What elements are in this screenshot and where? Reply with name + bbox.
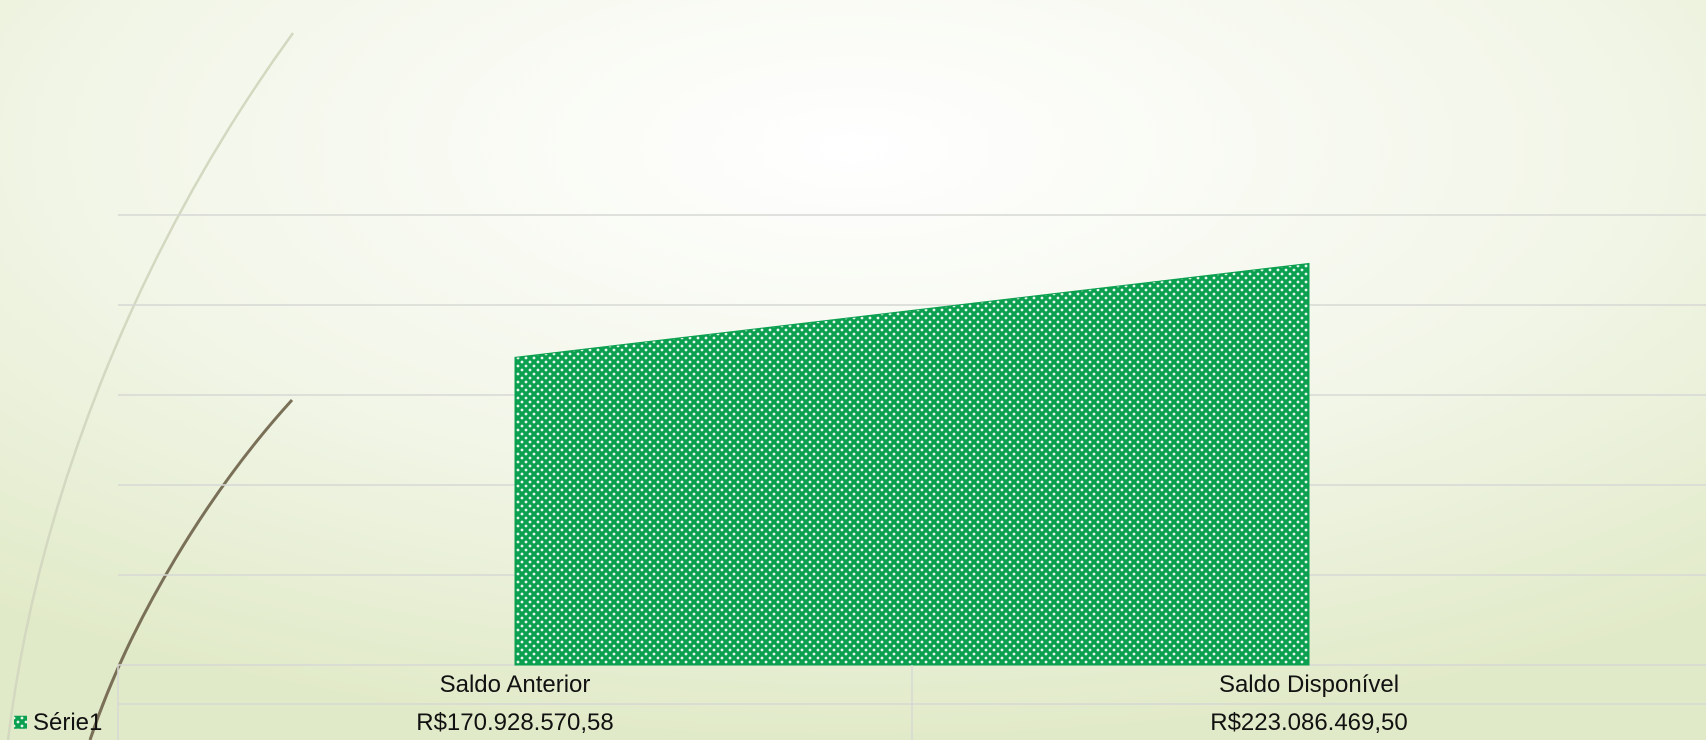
plot: Saldo Anterior Saldo Disponível Série1 R$17… [14, 214, 1706, 740]
decor-curve [6, 32, 295, 740]
decor-curve [88, 398, 294, 740]
value-label: R$170.928.570,58 [416, 709, 614, 736]
category-label: Saldo Anterior [440, 671, 591, 698]
value-label: R$223.086.469,50 [1210, 709, 1408, 736]
category-label: Saldo Disponível [1219, 671, 1399, 698]
area [514, 262, 1310, 666]
legend-label: Série1 [33, 709, 102, 736]
legend-key [14, 715, 27, 729]
